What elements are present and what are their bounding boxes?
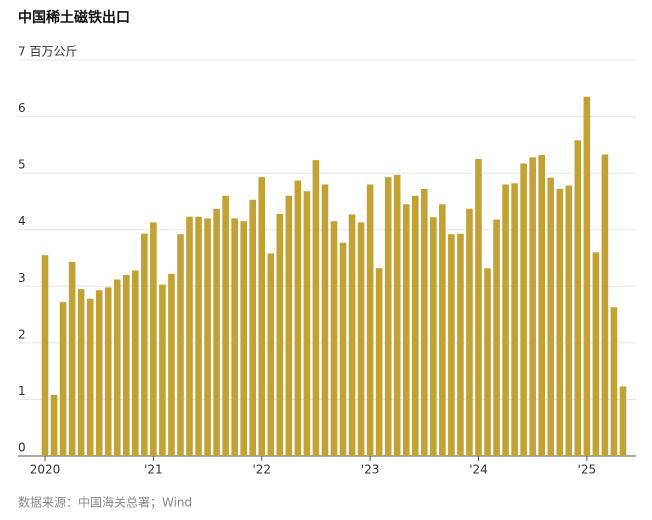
y-tick-label: 7 百万公斤 [18, 45, 77, 59]
bar [204, 218, 211, 456]
y-tick-label: 5 [18, 158, 26, 172]
bar [294, 180, 302, 457]
bar [475, 159, 482, 456]
bar [610, 307, 618, 456]
bar [321, 184, 329, 456]
bar [411, 195, 419, 456]
bar [484, 268, 491, 456]
bar [538, 155, 545, 457]
bar [502, 184, 509, 456]
bar [402, 204, 410, 456]
bar [511, 183, 518, 456]
bar [384, 177, 392, 457]
bar [258, 177, 266, 457]
bar [186, 216, 193, 456]
bar [493, 219, 500, 456]
bar [565, 185, 573, 457]
bar [520, 163, 527, 457]
bar [556, 188, 564, 457]
bar [150, 222, 157, 456]
bar [276, 213, 284, 456]
source-note: 数据来源：中国海关总署；Wind [18, 495, 192, 510]
bar [574, 140, 582, 456]
bar [41, 255, 49, 456]
x-tick-label: '25 [578, 463, 597, 477]
x-tick-label: '22 [252, 463, 271, 477]
bar [95, 290, 103, 456]
bar [122, 274, 130, 456]
bar [50, 394, 58, 456]
bar [366, 184, 374, 456]
bar [601, 154, 609, 456]
bar [439, 204, 446, 456]
bar [312, 160, 320, 457]
y-tick-label: 0 [18, 441, 26, 455]
bar [195, 216, 202, 456]
x-tick-label: '23 [361, 463, 380, 477]
bar [104, 287, 112, 456]
x-tick-label: 2020 [30, 463, 61, 477]
y-tick-label: 3 [18, 271, 26, 285]
bar [339, 242, 347, 456]
x-tick-label: '24 [469, 463, 488, 477]
bar [213, 208, 220, 456]
y-tick-label: 6 [18, 101, 26, 115]
y-tick-label: 4 [18, 214, 26, 228]
bar [448, 234, 455, 456]
bar [303, 191, 311, 456]
bar [68, 261, 76, 456]
bar [113, 279, 121, 456]
bar [466, 208, 473, 456]
bar [86, 298, 94, 456]
bar [159, 284, 166, 456]
x-tick-label: '21 [144, 463, 163, 477]
bar [59, 302, 67, 456]
bar [357, 222, 365, 456]
bar [132, 270, 139, 456]
bar [222, 195, 229, 456]
bar [529, 157, 536, 456]
bar [375, 268, 383, 456]
bar [168, 273, 175, 456]
bar [177, 234, 184, 456]
bar [231, 218, 238, 456]
bar [249, 199, 257, 456]
bar [619, 386, 627, 456]
bar [267, 253, 275, 456]
chart-title: 中国稀土磁铁出口 [18, 9, 130, 26]
bar [420, 188, 428, 457]
bar [141, 233, 148, 456]
bar [330, 221, 338, 456]
bar [430, 217, 437, 456]
bar [393, 174, 401, 456]
bar [240, 221, 247, 456]
y-tick-label: 2 [18, 327, 26, 341]
bar [457, 233, 464, 456]
bar [348, 214, 356, 456]
bar [77, 289, 85, 456]
bar [583, 96, 591, 457]
bar [285, 195, 293, 456]
bar [592, 252, 600, 456]
y-tick-label: 1 [18, 384, 26, 398]
bar [547, 177, 555, 456]
